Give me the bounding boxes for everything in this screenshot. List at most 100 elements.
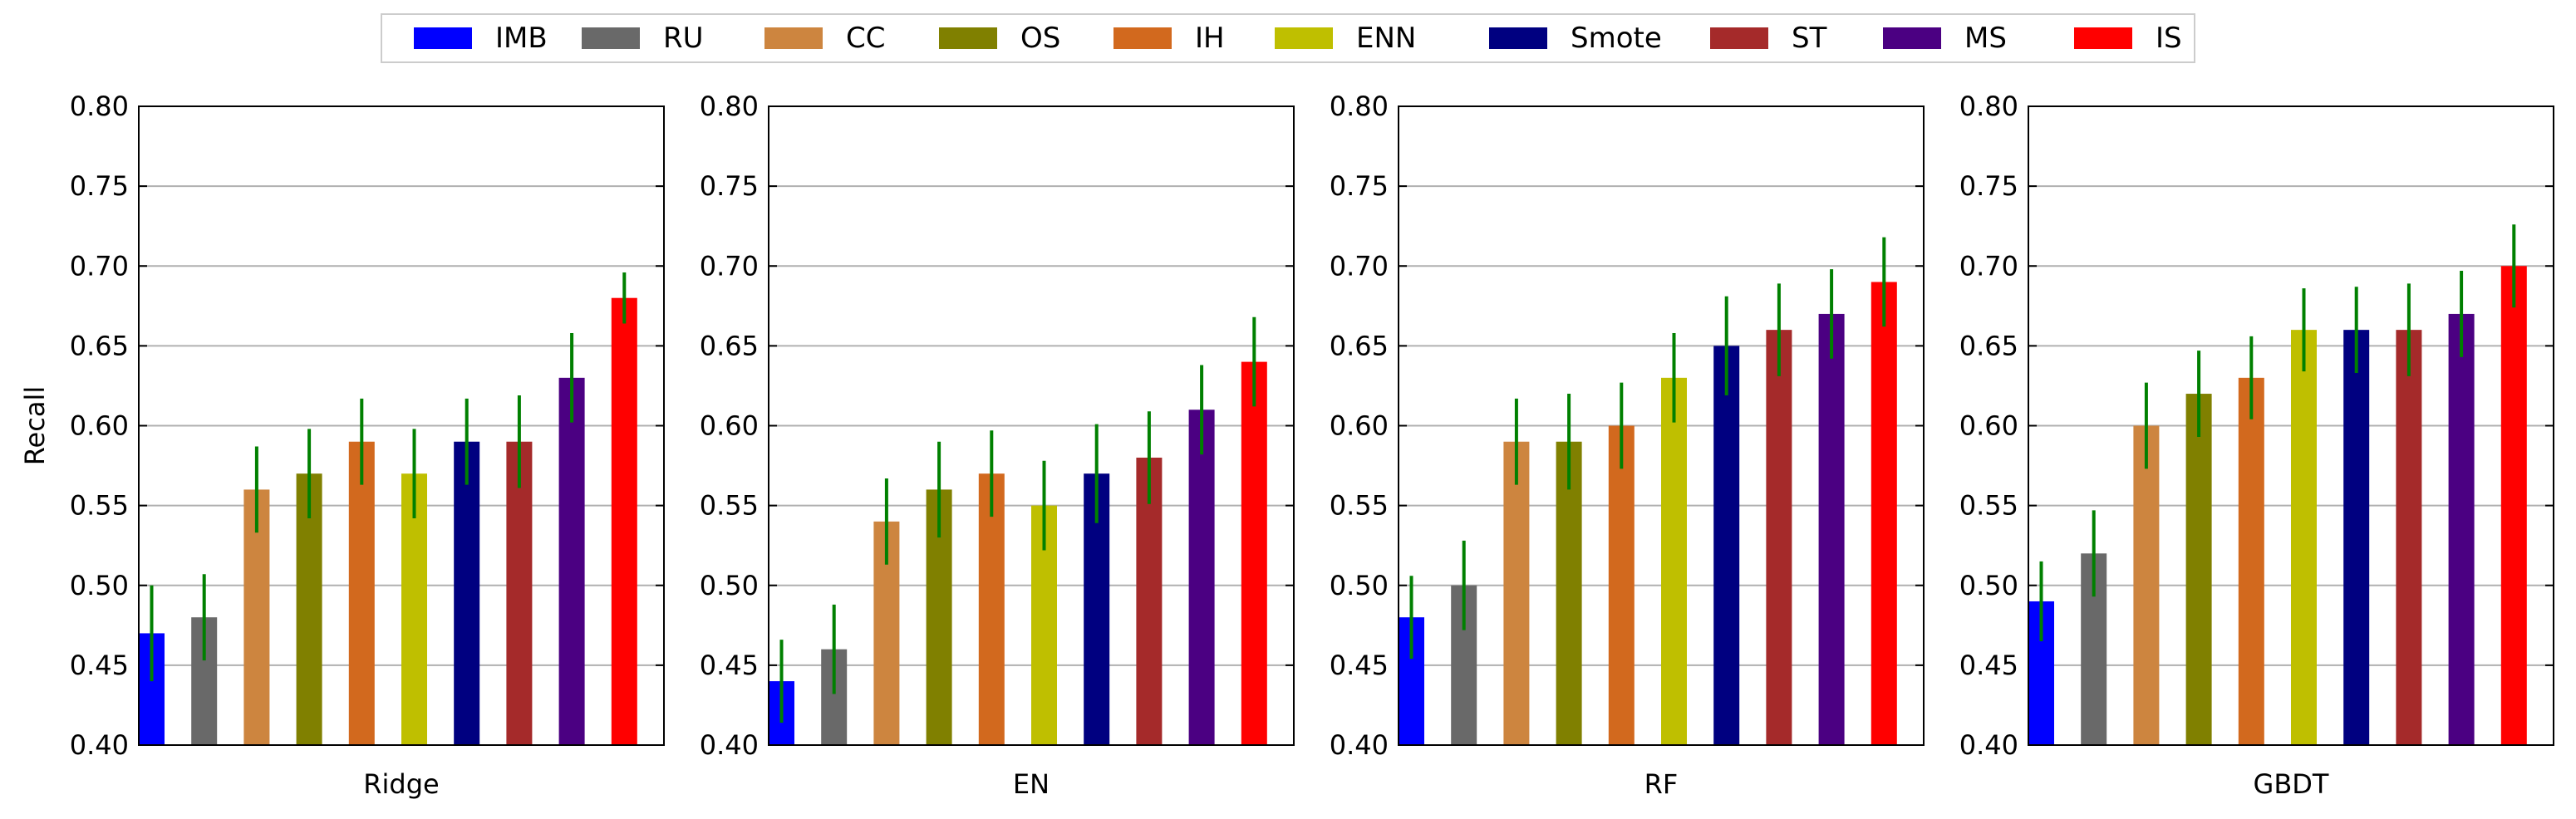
bar-is xyxy=(611,297,637,745)
x-axis-label: EN xyxy=(1013,768,1050,800)
legend-label-os: OS xyxy=(1020,22,1061,55)
y-tick-label: 0.60 xyxy=(1330,410,1389,442)
bar-ih xyxy=(2238,377,2264,745)
y-tick-label: 0.75 xyxy=(700,170,759,202)
bar-ms xyxy=(558,377,585,745)
legend-label-ms: MS xyxy=(1964,22,2007,55)
legend-item-imb: IMB xyxy=(414,22,548,55)
legend-swatch-ru xyxy=(582,27,640,49)
y-tick-label: 0.80 xyxy=(70,91,129,122)
bar-ih xyxy=(978,473,1005,745)
legend-label-st: ST xyxy=(1792,22,1827,55)
x-axis-label: GBDT xyxy=(2254,768,2329,800)
chart-panel-1: 0.40 0.45 0.50 0.55 0.60 0.65 0.70 0.75 0.80 Ridg… xyxy=(19,91,665,800)
legend-swatch-smote xyxy=(1489,27,1547,49)
y-tick-label: 0.80 xyxy=(1959,91,2018,122)
bar-smote xyxy=(2343,330,2370,745)
chart-panel-3: 0.40 0.45 0.50 0.55 0.60 0.65 0.70 0.75 0.80 RF xyxy=(1330,91,1925,800)
x-axis-label: Ridge xyxy=(363,768,439,800)
legend-item-is: IS xyxy=(2074,22,2182,55)
legend-label-imb: IMB xyxy=(495,22,548,55)
y-tick-label: 0.60 xyxy=(70,410,129,442)
legend-swatch-imb xyxy=(414,27,472,49)
bar-cc xyxy=(2133,425,2160,745)
bar-enn xyxy=(1661,377,1687,745)
y-tick-label: 0.55 xyxy=(70,490,129,522)
bar-is xyxy=(1241,361,1267,745)
y-tick-label: 0.50 xyxy=(700,570,759,601)
bar-st xyxy=(506,441,533,745)
legend-item-ms: MS xyxy=(1883,22,2007,55)
y-tick-label: 0.45 xyxy=(1959,650,2018,681)
bar-ms xyxy=(1818,313,1845,745)
bar-ih xyxy=(1608,425,1635,745)
bar-enn xyxy=(401,473,427,745)
legend-item-st: ST xyxy=(1710,22,1827,55)
chart-panel-2: 0.40 0.45 0.50 0.55 0.60 0.65 0.70 0.75 0.80 EN xyxy=(700,91,1295,800)
y-tick-label: 0.40 xyxy=(1959,729,2018,761)
legend-item-enn: ENN xyxy=(1275,22,1417,55)
y-tick-label: 0.70 xyxy=(1959,250,2018,282)
legend-swatch-enn xyxy=(1275,27,1333,49)
bar-enn xyxy=(2291,330,2317,745)
bar-smote xyxy=(454,441,480,745)
legend-label-enn: ENN xyxy=(1356,22,1417,55)
legend-swatch-st xyxy=(1710,27,1768,49)
legend-label-smote: Smote xyxy=(1571,22,1662,55)
legend-label-is: IS xyxy=(2156,22,2182,55)
y-tick-label: 0.40 xyxy=(1330,729,1389,761)
legend-swatch-ih xyxy=(1113,27,1172,49)
y-tick-label: 0.65 xyxy=(70,330,129,361)
y-tick-label: 0.65 xyxy=(700,330,759,361)
legend-label-ru: RU xyxy=(663,22,704,55)
y-tick-label: 0.65 xyxy=(1330,330,1389,361)
bar-st xyxy=(2396,330,2422,745)
legend-item-cc: CC xyxy=(764,22,886,55)
legend-label-ih: IH xyxy=(1195,22,1225,55)
legend-swatch-cc xyxy=(764,27,823,49)
y-tick-label: 0.80 xyxy=(1330,91,1389,122)
y-tick-label: 0.50 xyxy=(70,570,129,601)
y-tick-label: 0.55 xyxy=(1959,490,2018,522)
bar-os xyxy=(1556,441,1582,745)
y-tick-label: 0.75 xyxy=(1959,170,2018,202)
y-tick-label: 0.50 xyxy=(1959,570,2018,601)
y-tick-label: 0.55 xyxy=(700,490,759,522)
y-tick-label: 0.75 xyxy=(1330,170,1389,202)
legend-item-ru: RU xyxy=(582,22,704,55)
y-tick-label: 0.45 xyxy=(1330,650,1389,681)
legend-swatch-os xyxy=(939,27,997,49)
y-tick-label: 0.40 xyxy=(70,729,129,761)
plot-frame xyxy=(768,105,1295,746)
bar-smote xyxy=(1713,346,1740,745)
bar-ih xyxy=(348,441,375,745)
bar-st xyxy=(1766,330,1792,745)
legend-item-os: OS xyxy=(939,22,1061,55)
bar-ms xyxy=(1188,410,1215,745)
bar-os xyxy=(2185,394,2212,745)
legend-label-cc: CC xyxy=(846,22,886,55)
plot-frame xyxy=(138,105,665,746)
y-tick-label: 0.45 xyxy=(70,650,129,681)
y-tick-label: 0.80 xyxy=(700,91,759,122)
y-tick-label: 0.60 xyxy=(1959,410,2018,442)
y-tick-label: 0.70 xyxy=(700,250,759,282)
y-axis-label: Recall xyxy=(19,386,51,465)
legend-item-smote: Smote xyxy=(1489,22,1662,55)
legend-swatch-ms xyxy=(1883,27,1941,49)
bar-cc xyxy=(1503,441,1530,745)
y-tick-label: 0.50 xyxy=(1330,570,1389,601)
y-tick-label: 0.60 xyxy=(700,410,759,442)
y-tick-label: 0.75 xyxy=(70,170,129,202)
y-tick-label: 0.70 xyxy=(1330,250,1389,282)
x-axis-label: RF xyxy=(1644,768,1679,800)
y-tick-label: 0.55 xyxy=(1330,490,1389,522)
y-tick-label: 0.70 xyxy=(70,250,129,282)
bar-os xyxy=(296,473,322,745)
legend-swatch-is xyxy=(2074,27,2132,49)
chart-panel-4: 0.40 0.45 0.50 0.55 0.60 0.65 0.70 0.75 0.80 GBDT xyxy=(1959,91,2554,800)
bar-is xyxy=(1871,282,1897,746)
y-tick-label: 0.45 xyxy=(700,650,759,681)
bar-is xyxy=(2500,266,2527,745)
